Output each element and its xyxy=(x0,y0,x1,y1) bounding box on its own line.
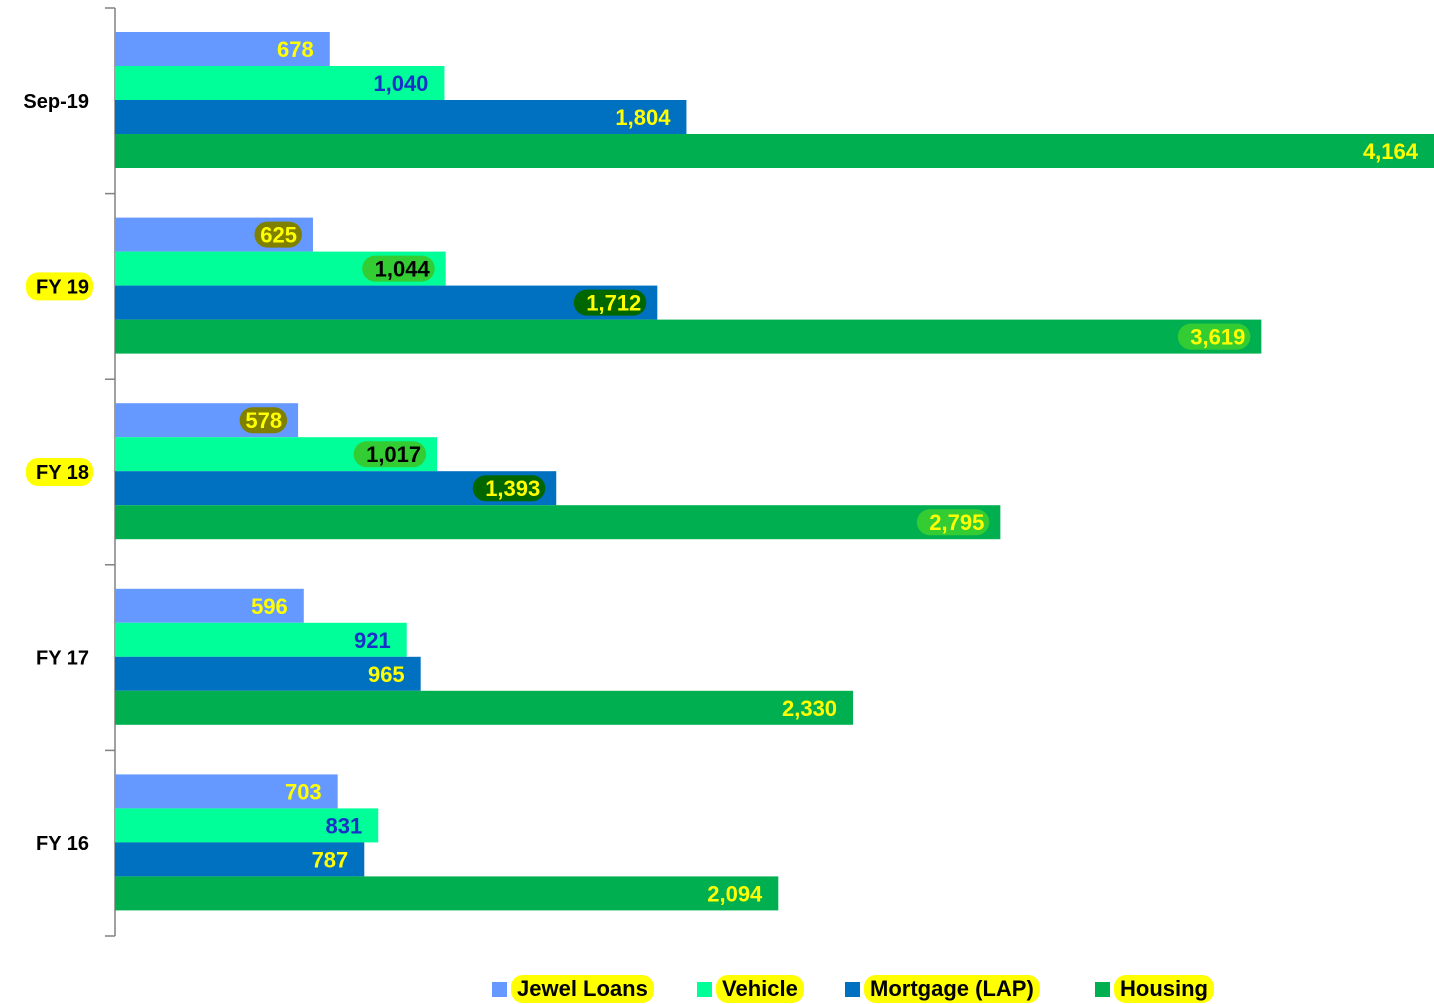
category-label: FY 17 xyxy=(36,648,89,670)
category-label: FY 18 xyxy=(36,462,89,484)
data-label: 1,017 xyxy=(366,442,421,467)
legend: Jewel Loans Vehicle Mortgage (LAP) Housing xyxy=(0,974,1434,1004)
legend-swatch xyxy=(845,981,860,997)
data-label: 2,795 xyxy=(929,510,984,535)
data-label: 596 xyxy=(251,594,288,619)
bar xyxy=(115,842,365,877)
data-label-highlight xyxy=(1177,323,1251,350)
legend-label: Jewel Loans xyxy=(511,975,654,1003)
legend-swatch xyxy=(492,981,507,997)
data-label: 625 xyxy=(260,223,297,248)
data-label: 1,393 xyxy=(485,476,540,501)
bar xyxy=(115,774,338,809)
data-label-highlight xyxy=(239,407,288,434)
data-label-highlight xyxy=(916,509,990,536)
bar xyxy=(115,100,687,134)
labels: Sep-19 678 1,040 1,804 4,164 FY 19 625 1,044 1,7… xyxy=(23,37,1418,906)
data-label-highlight xyxy=(353,441,427,468)
data-label: 578 xyxy=(245,408,282,433)
legend-item: Housing xyxy=(1095,974,1214,1004)
data-label: 965 xyxy=(368,662,405,687)
data-label: 1,804 xyxy=(615,105,671,130)
bar xyxy=(115,134,1434,168)
data-label: 1,044 xyxy=(375,257,431,282)
category-label: FY 19 xyxy=(36,276,89,298)
bar xyxy=(115,285,658,320)
data-label: 703 xyxy=(285,779,322,804)
category-label: Sep-19 xyxy=(23,91,89,113)
bar xyxy=(115,808,379,843)
data-label: 3,619 xyxy=(1190,325,1245,350)
bar xyxy=(115,622,407,657)
bar xyxy=(115,66,445,100)
data-label: 831 xyxy=(326,813,363,838)
legend-label: Mortgage (LAP) xyxy=(864,975,1040,1003)
bar xyxy=(115,588,304,623)
data-label: 4,164 xyxy=(1363,139,1419,164)
data-label-highlight xyxy=(254,221,302,248)
data-label: 787 xyxy=(312,847,349,872)
bar xyxy=(115,505,1001,540)
data-label: 921 xyxy=(354,628,391,653)
legend-item: Vehicle xyxy=(697,974,804,1004)
bar xyxy=(115,319,1262,354)
data-label-highlight xyxy=(472,475,546,502)
data-label: 2,094 xyxy=(707,881,763,906)
legend-label: Vehicle xyxy=(716,975,804,1003)
bar xyxy=(115,32,330,66)
legend-item: Jewel Loans xyxy=(492,974,654,1004)
category-label: FY 16 xyxy=(36,833,89,855)
data-label-highlight xyxy=(573,289,647,316)
legend-swatch xyxy=(1095,981,1110,997)
category-label-highlight xyxy=(26,272,93,301)
data-label: 2,330 xyxy=(782,696,837,721)
legend-label: Housing xyxy=(1114,975,1214,1003)
bar xyxy=(115,656,421,691)
legend-swatch xyxy=(697,981,712,997)
bar xyxy=(115,690,854,725)
bar xyxy=(115,876,779,911)
bars xyxy=(115,32,1434,911)
data-label: 678 xyxy=(277,37,314,62)
data-label: 1,040 xyxy=(373,71,428,96)
data-label-highlight xyxy=(362,255,435,282)
category-axis xyxy=(105,7,116,937)
data-label: 1,712 xyxy=(586,291,641,316)
category-label-highlight xyxy=(26,458,93,486)
legend-item: Mortgage (LAP) xyxy=(845,974,1040,1004)
